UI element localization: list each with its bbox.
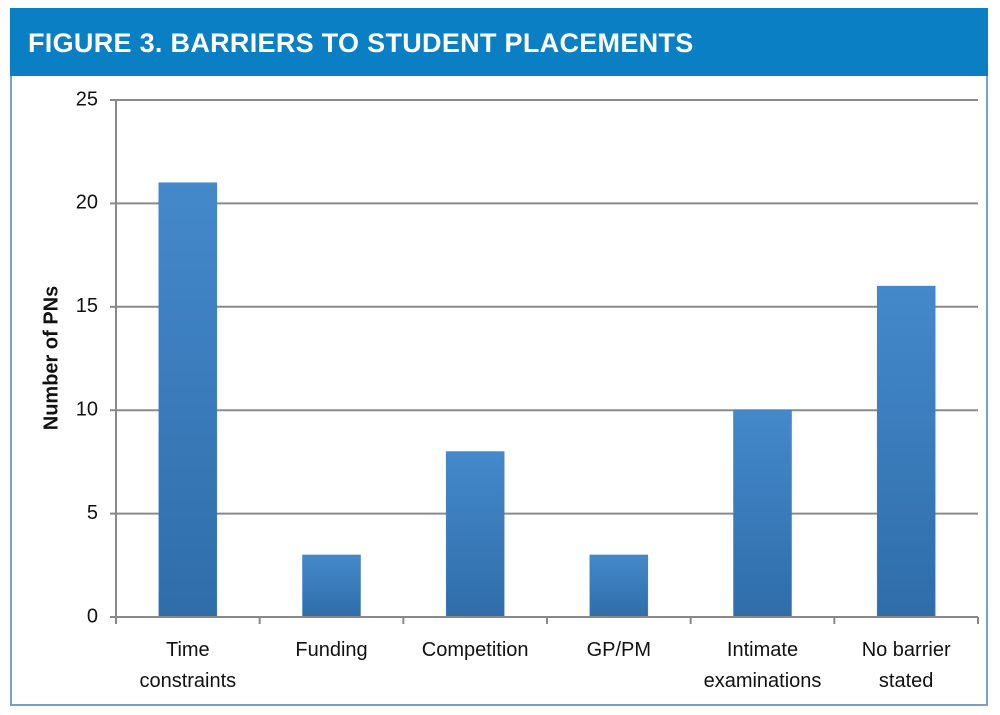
x-tick-label: Competition — [421, 639, 529, 661]
y-tick-label: 25 — [76, 88, 98, 110]
chart-title: FIGURE 3. BARRIERS TO STUDENT PLACEMENTS — [28, 28, 694, 58]
bar — [158, 182, 218, 618]
x-tick-label: No barrier stated — [861, 639, 951, 692]
bar — [733, 409, 792, 618]
x-tick-label: Funding — [295, 639, 368, 661]
y-tick-label: 10 — [76, 398, 98, 420]
y-tick-label: 20 — [76, 192, 98, 214]
header: FIGURE 3. BARRIERS TO STUDENT PLACEMENTS — [10, 8, 988, 76]
x-tick-label: Intimate examinations — [703, 639, 822, 692]
y-tick-label: 5 — [87, 502, 98, 524]
y-tick-label: 0 — [87, 605, 98, 627]
x-tick-label: Time constraints — [139, 639, 237, 692]
y-axis-label: Number of PNs — [40, 286, 62, 430]
bar — [302, 554, 361, 618]
bar — [445, 451, 505, 618]
x-tick-label: GP/PM — [586, 639, 652, 661]
y-tick-label: 15 — [76, 295, 98, 317]
bar — [589, 554, 649, 618]
bar — [876, 285, 936, 618]
